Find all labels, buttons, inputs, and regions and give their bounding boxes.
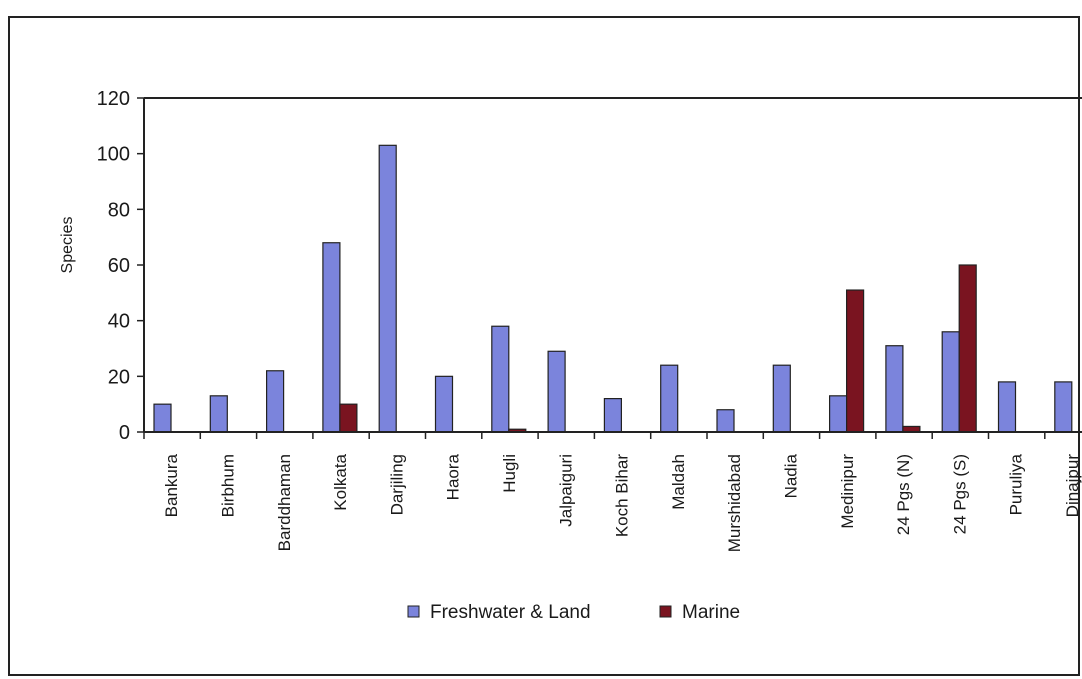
y-tick-label: 80 (108, 199, 130, 221)
x-tick-label: Medinipur (838, 454, 857, 529)
bar-freshwater-land (209, 395, 228, 433)
bar-freshwater-land (828, 395, 848, 433)
bar-marine (958, 264, 977, 433)
bar-freshwater-land (322, 242, 341, 433)
x-tick-label: Birbhum (218, 454, 237, 517)
y-tick-label: 60 (108, 255, 130, 277)
y-tick-label: 20 (108, 366, 130, 388)
y-axis: 0 20 40 60 80 100 120 (97, 88, 145, 444)
bar-freshwater-land (491, 325, 510, 433)
bar-freshwater-land (885, 345, 904, 433)
x-tick-label: Puruliya (1007, 453, 1026, 515)
x-tick-label: 24 Pgs (S) (950, 454, 969, 534)
legend-swatch (407, 605, 420, 618)
y-tick-label: 40 (108, 311, 130, 333)
y-tick-label: 100 (97, 144, 130, 166)
x-tick-label: Hugli (500, 454, 519, 493)
x-tick-label: Jalpaiguri (556, 454, 575, 527)
bar-marine (845, 289, 865, 433)
bar-freshwater-land (434, 375, 454, 433)
y-axis-label: Species (59, 217, 76, 274)
bar-freshwater-land (153, 403, 172, 433)
x-tick-label: Maldah (669, 454, 688, 510)
legend-label: Marine (682, 602, 740, 623)
bar-freshwater-land (941, 331, 960, 433)
x-tick-label: Bankura (162, 453, 181, 517)
legend: Freshwater & Land Marine (407, 602, 740, 623)
bar-freshwater-land (266, 370, 285, 433)
bar-freshwater-land (603, 398, 623, 433)
x-tick-label: Koch Bihar (613, 454, 632, 537)
plot-area (144, 97, 1082, 433)
bar-freshwater-land (716, 409, 735, 433)
x-tick-label: Haora (444, 453, 463, 500)
x-tick-label: Murshidabad (725, 454, 744, 552)
bar-freshwater-land (378, 144, 397, 433)
bar-freshwater-land (1054, 381, 1073, 433)
x-tick-label: Kolkata (331, 453, 350, 510)
legend-swatch (659, 605, 672, 618)
bar-freshwater-land (772, 364, 791, 433)
legend-label: Freshwater & Land (430, 602, 591, 623)
x-axis: Bankura Birbhum Barddhaman Kolkata Darjiling… (143, 431, 1082, 552)
bar-freshwater-land (547, 350, 566, 433)
bar-freshwater-land (660, 364, 679, 433)
bar-marine (339, 403, 358, 433)
y-tick-label: 120 (97, 88, 130, 110)
x-tick-label: Nadia (781, 453, 800, 498)
x-tick-label: Dinajpur (1063, 454, 1082, 518)
x-tick-label: Darjiling (387, 454, 406, 515)
x-tick-label: 24 Pgs (N) (894, 454, 913, 535)
frame-border (8, 16, 1080, 676)
x-tick-label: Barddhaman (275, 454, 294, 551)
y-tick-label: 0 (119, 422, 130, 444)
bar-freshwater-land (997, 381, 1017, 433)
